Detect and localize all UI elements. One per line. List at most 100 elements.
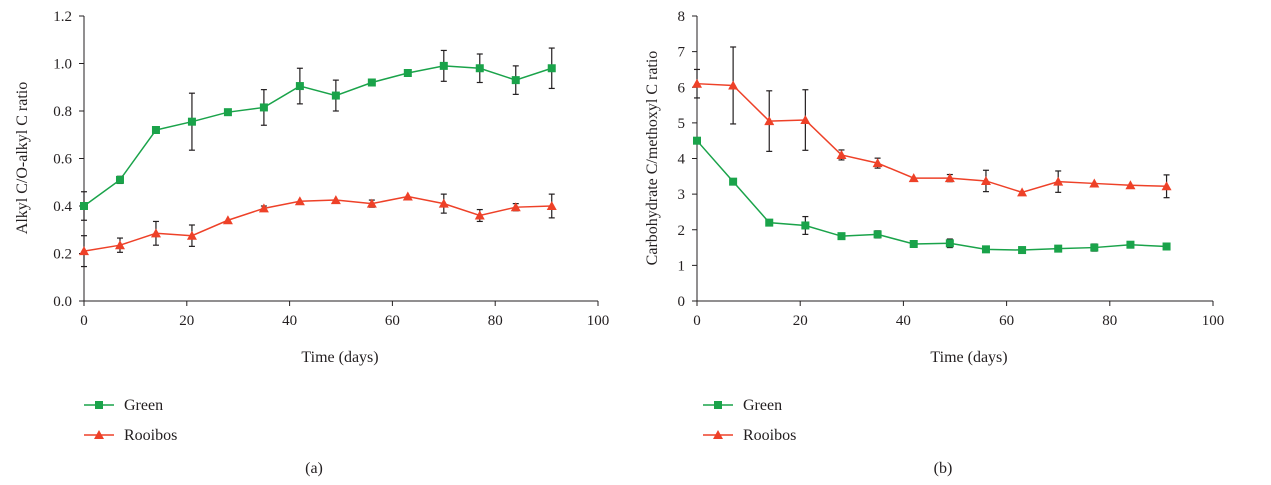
x-tick-label: 100 — [1202, 313, 1225, 329]
data-point — [909, 240, 918, 248]
y-tick-label: 5 — [678, 116, 686, 132]
legend-label: Rooibos — [743, 427, 796, 444]
data-point — [1162, 242, 1171, 251]
series-green — [80, 47, 556, 221]
y-tick-label: 0.8 — [53, 104, 72, 120]
data-point — [259, 103, 268, 112]
data-point — [836, 149, 847, 159]
series-line — [696, 82, 1167, 194]
panel-label: (a) — [305, 460, 323, 477]
y-tick-label: 8 — [678, 9, 686, 25]
data-point — [728, 80, 739, 90]
x-tick-label: 80 — [488, 313, 503, 329]
data-point — [403, 69, 412, 77]
data-point — [439, 61, 448, 70]
data-point — [692, 78, 702, 88]
data-point — [546, 201, 557, 210]
data-point — [79, 246, 89, 256]
x-axis-label: Time (days) — [301, 349, 378, 366]
data-point — [693, 136, 701, 145]
legend-item: Green — [84, 397, 163, 414]
y-tick-label: 4 — [678, 152, 686, 168]
data-point — [1161, 181, 1172, 191]
legend-item: Rooibos — [84, 427, 177, 444]
data-point — [981, 245, 990, 254]
data-point — [366, 198, 377, 208]
data-point — [114, 240, 125, 250]
x-tick-label: 100 — [587, 313, 610, 329]
data-point — [800, 115, 811, 125]
series-line — [83, 195, 552, 252]
legend-marker — [714, 401, 722, 409]
y-axis-label: Alkyl C/O-alkyl C ratio — [14, 82, 31, 234]
data-point — [765, 218, 774, 227]
data-point — [729, 177, 738, 186]
y-tick-label: 1.0 — [53, 57, 72, 73]
legend-item: Green — [703, 397, 782, 414]
y-tick-label: 0.6 — [53, 152, 72, 168]
legend-label: Rooibos — [124, 427, 177, 444]
x-tick-label: 40 — [282, 313, 297, 329]
data-point — [872, 158, 883, 168]
data-point — [223, 108, 232, 117]
data-point — [1018, 246, 1027, 255]
data-point — [510, 202, 521, 212]
y-tick-label: 3 — [678, 187, 686, 203]
data-point — [1090, 243, 1099, 252]
x-tick-label: 20 — [793, 313, 808, 329]
series-rooibos — [692, 46, 1172, 199]
y-tick-label: 1 — [678, 258, 686, 274]
data-point — [474, 210, 485, 220]
data-point — [801, 221, 810, 230]
data-point — [330, 195, 341, 205]
series-green — [693, 136, 1171, 255]
y-tick-label: 0 — [678, 294, 686, 310]
data-point — [331, 91, 340, 100]
series-rooibos — [79, 191, 557, 268]
data-point — [1089, 178, 1100, 188]
data-point — [402, 191, 413, 201]
x-tick-label: 0 — [693, 313, 701, 329]
x-tick-label: 60 — [385, 313, 400, 329]
y-tick-label: 0.2 — [53, 247, 72, 263]
legend-marker — [95, 401, 103, 409]
data-point — [475, 64, 484, 73]
data-point — [1126, 240, 1135, 249]
data-point — [187, 117, 196, 126]
x-tick-label: 0 — [80, 313, 88, 329]
data-point — [980, 175, 991, 185]
data-point — [873, 230, 882, 239]
data-point — [438, 198, 449, 208]
series-line — [83, 65, 552, 207]
data-point — [764, 116, 775, 126]
data-point — [115, 175, 124, 184]
x-axis-label: Time (days) — [930, 349, 1007, 366]
legend-label: Green — [124, 397, 163, 414]
chart-panel-a: Alkyl C/O-alkyl C ratio Time (days) (a) … — [14, 9, 609, 477]
data-point — [222, 215, 233, 225]
data-point — [150, 228, 161, 238]
legend-marker — [713, 430, 723, 439]
data-point — [944, 173, 955, 183]
data-point — [1125, 180, 1136, 190]
y-tick-label: 0.0 — [53, 294, 72, 310]
data-point — [547, 64, 556, 73]
legend-marker — [94, 430, 104, 439]
data-point — [367, 78, 376, 87]
x-tick-label: 40 — [896, 313, 911, 329]
data-point — [294, 196, 305, 206]
y-tick-label: 0.4 — [53, 199, 72, 215]
data-point — [1017, 187, 1028, 197]
legend-label: Green — [743, 397, 782, 414]
data-point — [80, 202, 88, 210]
data-point — [186, 230, 197, 240]
data-point — [1054, 244, 1063, 253]
y-axis-label: Carbohydrate C/methoxyl C ratio — [644, 51, 661, 266]
data-point — [151, 126, 160, 134]
data-point — [1053, 176, 1064, 186]
data-point — [511, 76, 520, 85]
y-tick-label: 2 — [678, 223, 686, 239]
data-point — [258, 203, 269, 213]
data-point — [945, 239, 954, 248]
